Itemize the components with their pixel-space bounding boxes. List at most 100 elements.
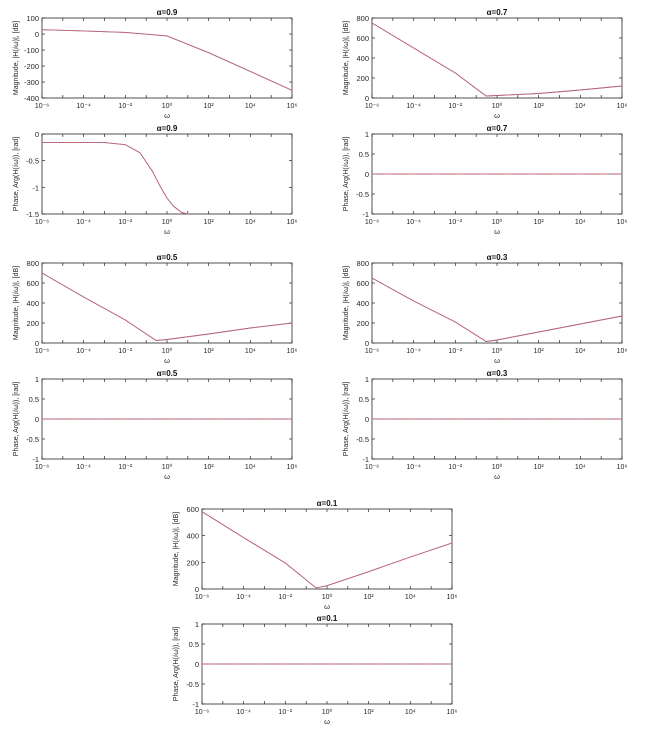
- subplot-title: α=0.7: [487, 124, 508, 133]
- plot-frame: [41, 17, 293, 99]
- x-tick-label: 10⁻⁶: [365, 219, 379, 226]
- y-axis-label: Phase, Arg(H(ⅈω)), [rad]: [342, 137, 350, 211]
- y-tick-label: -1: [362, 455, 369, 464]
- subplot-7: 1 0.5 0 -0.5 -110⁻⁶ 10⁻⁴ 10⁻² 10⁰ 10² 10⁴ 10⁶ α=0.5…: [12, 369, 297, 481]
- x-tick-label: 10⁴: [245, 219, 256, 226]
- x-tick-label: 10⁴: [575, 103, 586, 110]
- y-tick-label: 800: [356, 14, 369, 23]
- y-axis-label: Phase, Arg(H(ⅈω)), [rad]: [342, 382, 350, 456]
- y-tick-label: 400: [186, 532, 199, 541]
- y-tick-label: 0: [365, 415, 369, 424]
- y-axis-label: Magnitude, |H(ⅈω)|, [dB]: [172, 512, 180, 586]
- x-tick-label: 10⁰: [322, 593, 333, 601]
- x-tick-label: 10⁴: [245, 348, 256, 355]
- y-tick-label: -300: [24, 78, 39, 87]
- y-tick-label: -200: [24, 62, 39, 71]
- y-tick-label: 400: [356, 54, 369, 63]
- series-line-reference: [372, 277, 622, 342]
- x-tick-label: 10⁶: [287, 219, 298, 226]
- subplot-title: α=0.3: [487, 253, 508, 262]
- subplot-5: 800 600 400 200 010⁻⁶ 10⁻⁴ 10⁻² 10⁰ 10² 10⁴ 10⁶ α=0…: [12, 253, 297, 365]
- x-tick-label: 10⁻⁶: [365, 348, 379, 355]
- y-tick-label: -1: [362, 210, 369, 219]
- x-tick-label: 10⁻⁶: [35, 103, 49, 110]
- x-axis-label: ω: [164, 472, 170, 481]
- y-tick-label: 0: [195, 660, 199, 669]
- subplot-8: 1 0.5 0 -0.5 -110⁻⁶ 10⁻⁴ 10⁻² 10⁰ 10² 10⁴ 10⁶ α=0.3…: [342, 369, 627, 481]
- y-tick-label: 0: [35, 339, 39, 348]
- y-tick-label: 0: [365, 170, 369, 179]
- y-tick-label: -1.5: [26, 210, 39, 219]
- y-tick-label: -0.5: [186, 680, 199, 689]
- series-line: [42, 142, 190, 214]
- x-tick-label: 10⁰: [492, 218, 503, 226]
- x-tick-label: 10²: [364, 594, 375, 601]
- y-tick-label: -100: [24, 46, 39, 55]
- y-tick-label: 0: [365, 339, 369, 348]
- y-axis-label: Phase, Arg(H(ⅈω)), [rad]: [12, 382, 20, 456]
- subplot-title: α=0.3: [487, 369, 508, 378]
- y-tick-label: 1: [365, 375, 369, 384]
- subplot-4: 1 0.5 0 -0.5 -110⁻⁶ 10⁻⁴ 10⁻² 10⁰ 10² 10⁴ 10⁶ α=0.7…: [342, 124, 627, 236]
- x-tick-label: 10⁻⁶: [365, 464, 379, 471]
- y-tick-label: 800: [356, 259, 369, 268]
- y-tick-label: 1: [365, 130, 369, 139]
- x-axis-label: ω: [494, 227, 500, 236]
- series-line: [42, 272, 292, 341]
- x-tick-label: 10²: [534, 348, 545, 355]
- x-tick-label: 10⁴: [575, 348, 586, 355]
- subplot-title: α=0.5: [157, 369, 178, 378]
- plot-frame: [41, 133, 293, 215]
- x-tick-label: 10⁻²: [118, 464, 132, 471]
- y-tick-label: 600: [26, 279, 39, 288]
- y-axis-label: Magnitude, |H(ⅈω)|, [dB]: [342, 266, 350, 340]
- y-tick-label: 0.5: [359, 150, 369, 159]
- x-tick-label: 10⁴: [245, 464, 256, 471]
- x-tick-label: 10⁻²: [118, 219, 132, 226]
- subplot-title: α=0.1: [317, 614, 338, 623]
- series-line-reference: [42, 272, 292, 341]
- x-tick-label: 10²: [204, 103, 215, 110]
- x-tick-label: 10⁴: [405, 594, 416, 601]
- y-tick-label: -0.5: [356, 435, 369, 444]
- x-axis-label: ω: [494, 356, 500, 365]
- x-tick-label: 10²: [204, 464, 215, 471]
- subplot-title: α=0.7: [487, 8, 508, 17]
- x-tick-label: 10⁻⁴: [236, 709, 251, 716]
- subplot-10: 1 0.5 0 -0.5 -110⁻⁶ 10⁻⁴ 10⁻² 10⁰ 10² 10⁴ 10⁶ α=0.1…: [172, 614, 457, 726]
- x-tick-label: 10⁻²: [118, 348, 132, 355]
- x-tick-label: 10⁻²: [448, 464, 462, 471]
- x-tick-label: 10⁻⁴: [76, 348, 91, 355]
- x-tick-label: 10⁻²: [448, 103, 462, 110]
- plot-frame: [371, 17, 623, 99]
- x-tick-label: 10⁶: [447, 709, 458, 716]
- x-tick-label: 10⁻⁶: [195, 594, 209, 601]
- y-tick-label: 0: [35, 130, 39, 139]
- subplot-3: 0 -0.5 -1 -1.510⁻⁶ 10⁻⁴ 10⁻² 10⁰ 10² 10⁴ 10⁶ α=0.9…: [12, 124, 297, 236]
- subplot-title: α=0.9: [157, 124, 178, 133]
- x-tick-label: 10⁻⁴: [406, 348, 421, 355]
- x-tick-label: 10⁶: [617, 464, 628, 471]
- x-tick-label: 10⁻²: [448, 348, 462, 355]
- x-tick-label: 10⁻²: [278, 709, 292, 716]
- x-tick-label: 10⁻⁶: [35, 348, 49, 355]
- x-tick-label: 10²: [364, 709, 375, 716]
- x-tick-label: 10⁰: [162, 463, 173, 471]
- x-tick-label: 10⁶: [617, 219, 628, 226]
- series-line-reference: [42, 142, 190, 214]
- y-tick-label: -0.5: [356, 190, 369, 199]
- x-tick-label: 10²: [534, 219, 545, 226]
- series-line: [372, 22, 622, 97]
- x-tick-label: 10⁻⁴: [406, 219, 421, 226]
- x-tick-label: 10⁶: [617, 348, 628, 355]
- y-axis-label: Magnitude, |H(ⅈω)|, [dB]: [12, 21, 20, 95]
- y-tick-label: -1: [32, 183, 39, 192]
- y-tick-label: 200: [186, 558, 199, 567]
- y-tick-label: 0: [365, 94, 369, 103]
- y-tick-label: 600: [186, 505, 199, 514]
- x-axis-label: ω: [324, 602, 330, 611]
- y-tick-label: 200: [356, 319, 369, 328]
- subplot-title: α=0.1: [317, 499, 338, 508]
